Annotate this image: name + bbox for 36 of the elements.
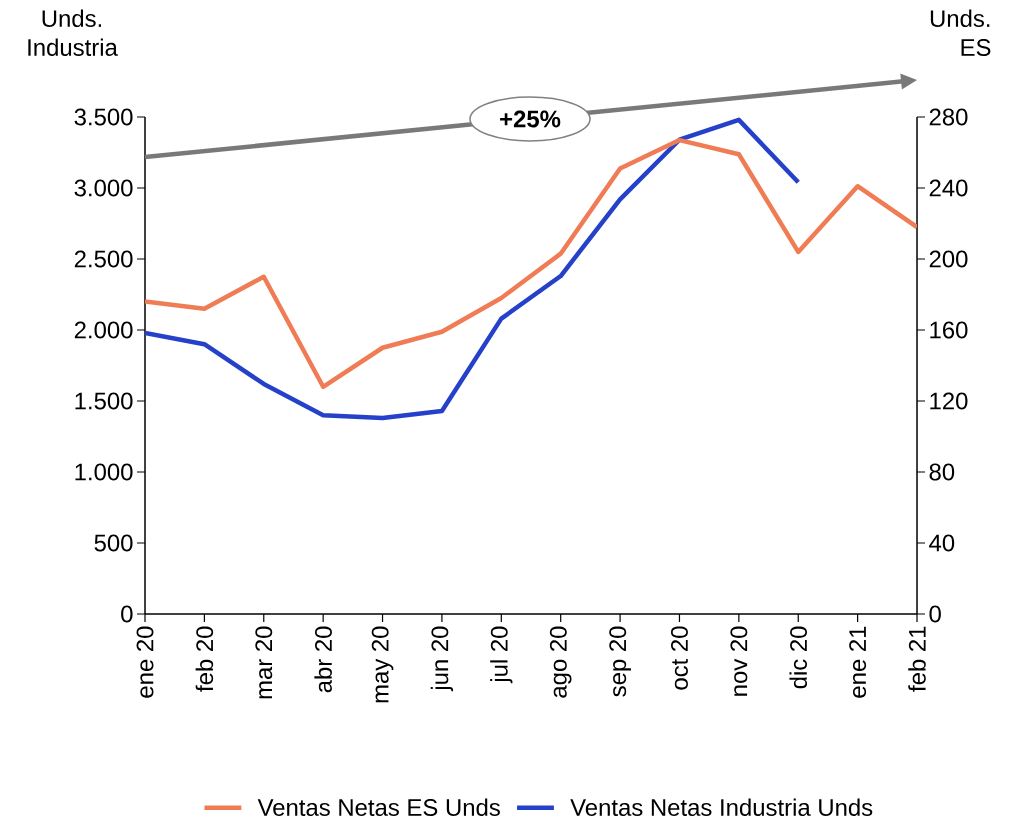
y-tick-label: 2.000 — [74, 321, 133, 339]
x-tick-label: ago 20 — [549, 626, 572, 698]
y2-tick-label: 0 — [929, 605, 941, 623]
y-axis-title: Unds. Industria — [28, 9, 118, 56]
y2-tick-label: 80 — [929, 463, 955, 481]
y-tick-label: 0 — [121, 605, 133, 623]
x-tick-label: oct 20 — [671, 626, 688, 690]
line-series — [145, 137, 918, 390]
y-tick-label: 1.500 — [75, 392, 133, 410]
y2-tick-label: 120 — [930, 392, 968, 410]
y2-tick-label: 200 — [929, 250, 968, 268]
y2-tick-label: 280 — [929, 108, 968, 126]
y2-axis-title: Unds. ES — [930, 9, 991, 56]
y-tick-label: 500 — [94, 534, 133, 552]
legend-label: Ventas Netas ES Unds — [257, 798, 500, 816]
x-tick-label: jul 20 — [490, 626, 513, 684]
y-tick-label: 1.000 — [75, 463, 133, 481]
x-tick-label: feb 21 — [908, 626, 926, 692]
x-tick-label: mar 20 — [255, 626, 273, 699]
annotation: +25% — [500, 110, 561, 128]
x-tick-label: feb 20 — [195, 626, 214, 692]
legend-label: Ventas Netas Industria Unds — [570, 798, 873, 816]
y-tick-label: 3.000 — [74, 179, 133, 197]
y2-tick-label: 40 — [929, 534, 955, 552]
y2-tick-label: 240 — [929, 179, 968, 197]
x-tick-label: dic 20 — [789, 626, 808, 689]
x-tick-label: sep 20 — [609, 626, 631, 697]
x-tick-label: abr 20 — [314, 626, 332, 693]
x-tick-label: may 20 — [371, 626, 394, 703]
y-tick-label: 2.500 — [74, 250, 133, 268]
x-tick-label: ene 21 — [849, 626, 867, 698]
x-tick-label: ene 20 — [136, 626, 154, 698]
y-tick-label: 3.500 — [74, 108, 133, 126]
x-tick-label: jun 20 — [430, 626, 454, 692]
y2-tick-label: 160 — [930, 321, 968, 339]
x-tick-label: nov 20 — [730, 626, 748, 696]
